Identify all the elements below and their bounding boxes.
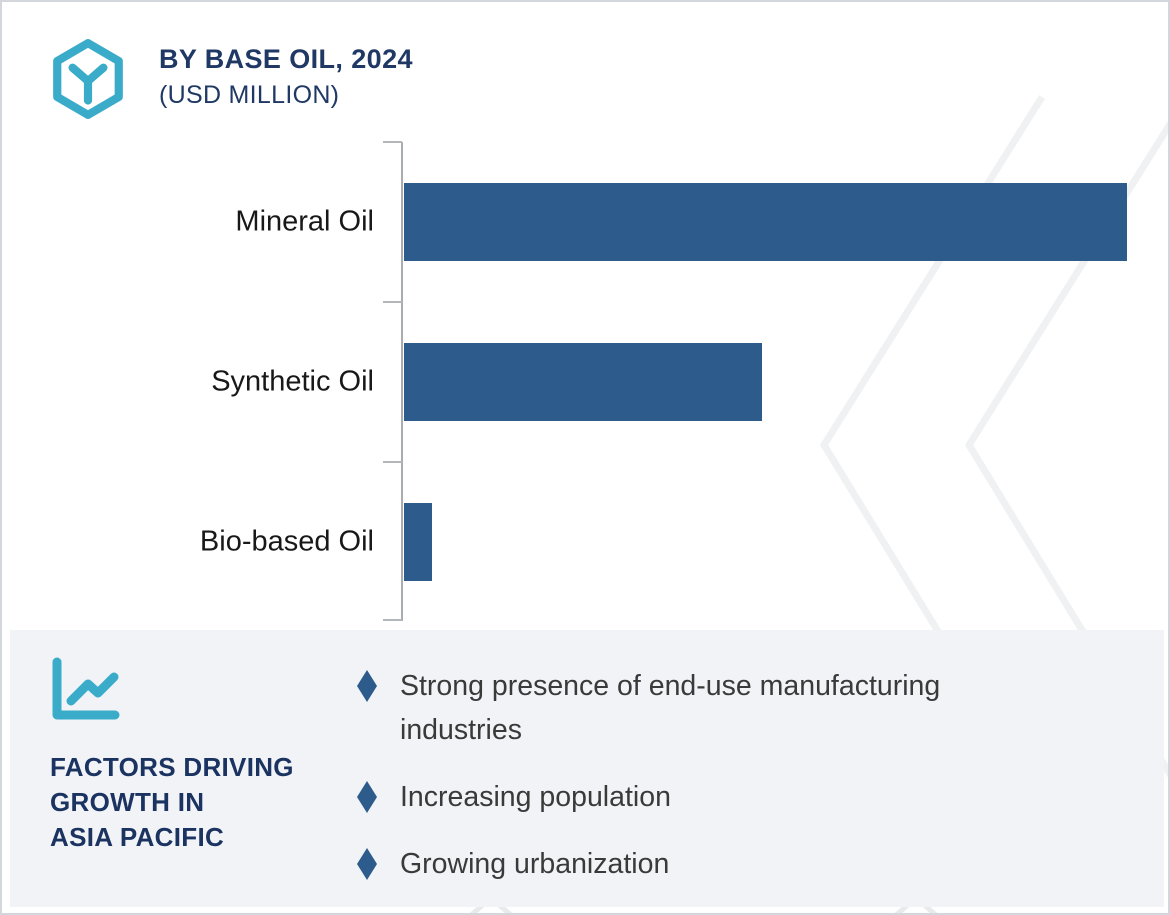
factors-panel: FACTORS DRIVING GROWTH IN ASIA PACIFIC S… xyxy=(10,630,1164,907)
y-axis-line xyxy=(401,142,403,621)
factor-item-1: Strong presence of end-use manufacturing… xyxy=(357,664,1047,752)
axis-tick xyxy=(383,141,402,143)
bar-mineral-oil xyxy=(404,183,1127,261)
diamond-bullet-icon xyxy=(357,781,377,813)
category-label-mineral-oil: Mineral Oil xyxy=(235,205,374,238)
factors-heading: FACTORS DRIVING GROWTH IN ASIA PACIFIC xyxy=(50,750,294,855)
hexagon-y-logo-icon xyxy=(53,39,123,119)
title-block: BY BASE OIL, 2024 (USD MILLION) xyxy=(159,42,413,111)
chart-row-synthetic-oil: Synthetic Oil xyxy=(2,302,1168,462)
diamond-bullet-icon xyxy=(357,670,377,702)
axis-tick xyxy=(383,619,402,621)
line-chart-icon xyxy=(52,657,120,720)
factor-item-2: Increasing population xyxy=(357,775,1047,819)
factor-text: Growing urbanization xyxy=(400,848,670,880)
factors-heading-line: GROWTH IN xyxy=(50,787,205,817)
factors-heading-line: ASIA PACIFIC xyxy=(50,822,225,852)
factors-heading-line: FACTORS DRIVING xyxy=(50,752,294,782)
chart-subtitle: (USD MILLION) xyxy=(159,81,340,109)
chart-title: BY BASE OIL, 2024 xyxy=(159,44,413,74)
bar-synthetic-oil xyxy=(404,343,762,421)
axis-tick xyxy=(383,461,402,463)
chart-row-mineral-oil: Mineral Oil xyxy=(2,142,1168,302)
factor-item-3: Growing urbanization xyxy=(357,842,1047,886)
chart-row-bio-based-oil: Bio-based Oil xyxy=(2,462,1168,622)
factor-text: Increasing population xyxy=(400,781,671,813)
factors-bullet-list: Strong presence of end-use manufacturing… xyxy=(357,664,1047,909)
factor-text: Strong presence of end-use manufacturing… xyxy=(400,670,941,746)
bar-bio-based-oil xyxy=(404,503,432,581)
category-label-bio-based-oil: Bio-based Oil xyxy=(199,525,374,558)
axis-tick xyxy=(383,301,402,303)
bar-chart: Mineral Oil Synthetic Oil Bio-based Oil xyxy=(2,2,1168,630)
category-label-synthetic-oil: Synthetic Oil xyxy=(211,365,374,398)
header: BY BASE OIL, 2024 (USD MILLION) xyxy=(2,2,1168,132)
diamond-bullet-icon xyxy=(357,848,377,880)
